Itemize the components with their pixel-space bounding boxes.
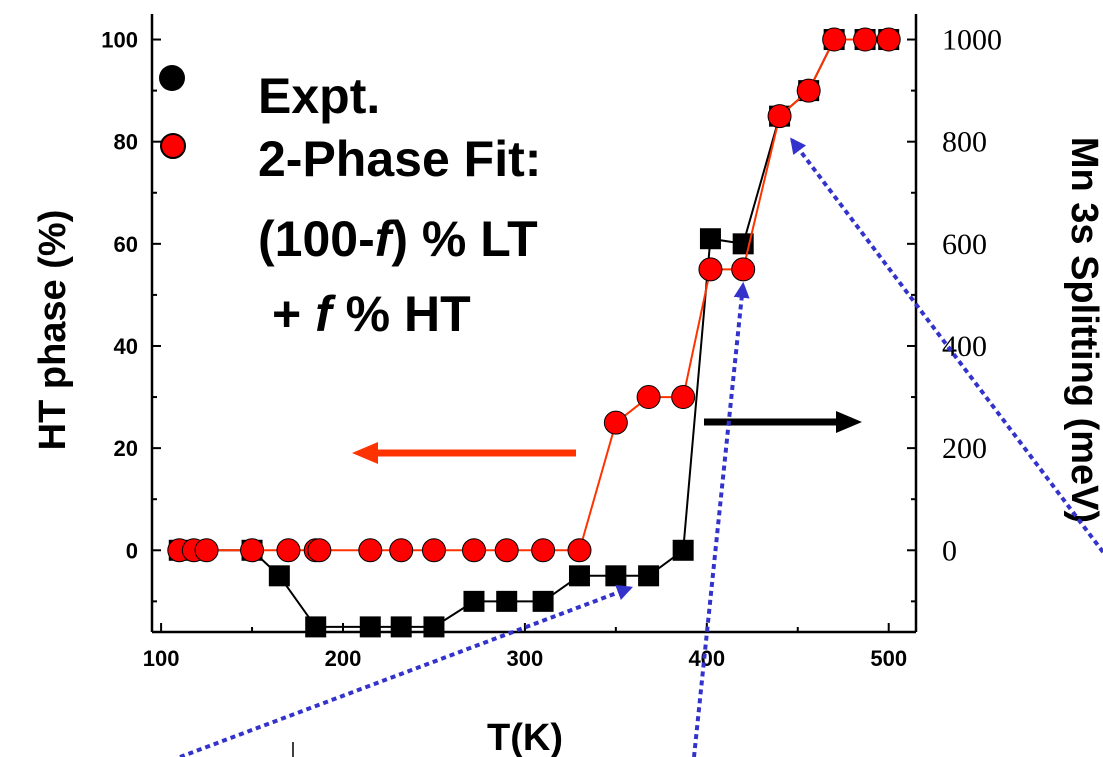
series-fit — [167, 27, 901, 563]
left-y-tick-label: 100 — [101, 28, 138, 53]
right-y-axis-label: Mn 3s Splitting (meV) — [1063, 137, 1103, 523]
data-point-circle — [358, 538, 383, 563]
data-point-square — [268, 565, 290, 587]
data-point-circle — [307, 538, 332, 563]
left-y-tick-label: 0 — [126, 538, 138, 563]
x-axis-ticks: 100 200 300 400 500 — [143, 623, 907, 671]
x-tick-label: 200 — [325, 646, 362, 671]
data-point-square — [699, 228, 721, 250]
data-point-circle — [531, 538, 556, 563]
data-point-circle — [876, 27, 901, 52]
legend-fit-label: 2-Phase Fit: — [258, 131, 541, 187]
legend-fit-marker — [160, 133, 186, 159]
left-y-tick-label: 60 — [114, 232, 138, 257]
legend-fit-formula-2: + f % HT — [272, 286, 471, 342]
left-y-axis-ticks: 0 20 40 60 80 100 — [101, 28, 161, 603]
data-point-square — [390, 616, 412, 638]
data-point-circle — [421, 538, 446, 563]
left-y-tick-label: 80 — [114, 130, 138, 155]
data-point-circle — [796, 78, 821, 103]
dotted-arrow-1 — [179, 585, 633, 757]
x-tick-label: 300 — [507, 646, 544, 671]
data-point-square — [672, 539, 694, 561]
data-point-circle — [853, 27, 878, 52]
data-point-square — [463, 590, 485, 612]
left-y-axis-label: HT phase (%) — [32, 210, 74, 451]
data-point-circle — [276, 538, 301, 563]
data-point-square — [532, 590, 554, 612]
data-point-circle — [731, 257, 756, 282]
dotted-pointer-arrows — [179, 137, 1103, 757]
left-axis-arrow — [352, 442, 576, 464]
legend-fit-formula-1: (100-f) % LT — [258, 211, 538, 267]
data-point-circle — [671, 385, 696, 410]
data-point-circle — [636, 385, 661, 410]
data-point-circle — [389, 538, 414, 563]
x-axis-label: T(K) — [487, 717, 563, 757]
left-y-tick-label: 20 — [114, 436, 138, 461]
right-y-tick-label: 600 — [942, 228, 987, 261]
data-point-circle — [240, 538, 265, 563]
x-tick-label: 100 — [143, 646, 180, 671]
data-point-circle — [822, 27, 847, 52]
legend-expt-marker — [159, 65, 185, 91]
data-point-circle — [461, 538, 486, 563]
right-axis-arrow — [704, 411, 862, 433]
left-y-tick-label: 40 — [114, 334, 138, 359]
data-point-square — [568, 565, 590, 587]
data-point-circle — [194, 538, 219, 563]
data-point-circle — [767, 104, 792, 129]
data-point-square — [638, 565, 660, 587]
data-point-square — [423, 616, 445, 638]
dotted-arrow-2 — [692, 281, 750, 757]
legend-expt-label: Expt. — [258, 68, 380, 124]
legend: Expt. 2-Phase Fit: (100-f) % LT + f % HT — [159, 65, 541, 342]
data-point-square — [605, 565, 627, 587]
data-point-square — [496, 590, 518, 612]
data-point-square — [359, 616, 381, 638]
x-tick-label: 400 — [688, 646, 725, 671]
right-y-tick-label: 1000 — [942, 24, 1002, 57]
data-point-circle — [603, 410, 628, 435]
plot-frame — [150, 14, 918, 634]
right-y-tick-label: 0 — [942, 534, 957, 567]
data-point-circle — [698, 257, 723, 282]
right-y-tick-label: 200 — [942, 432, 987, 465]
data-point-circle — [567, 538, 592, 563]
data-point-square — [305, 616, 327, 638]
x-tick-label: 500 — [870, 646, 907, 671]
data-point-circle — [494, 538, 519, 563]
right-y-tick-label: 800 — [942, 126, 987, 159]
